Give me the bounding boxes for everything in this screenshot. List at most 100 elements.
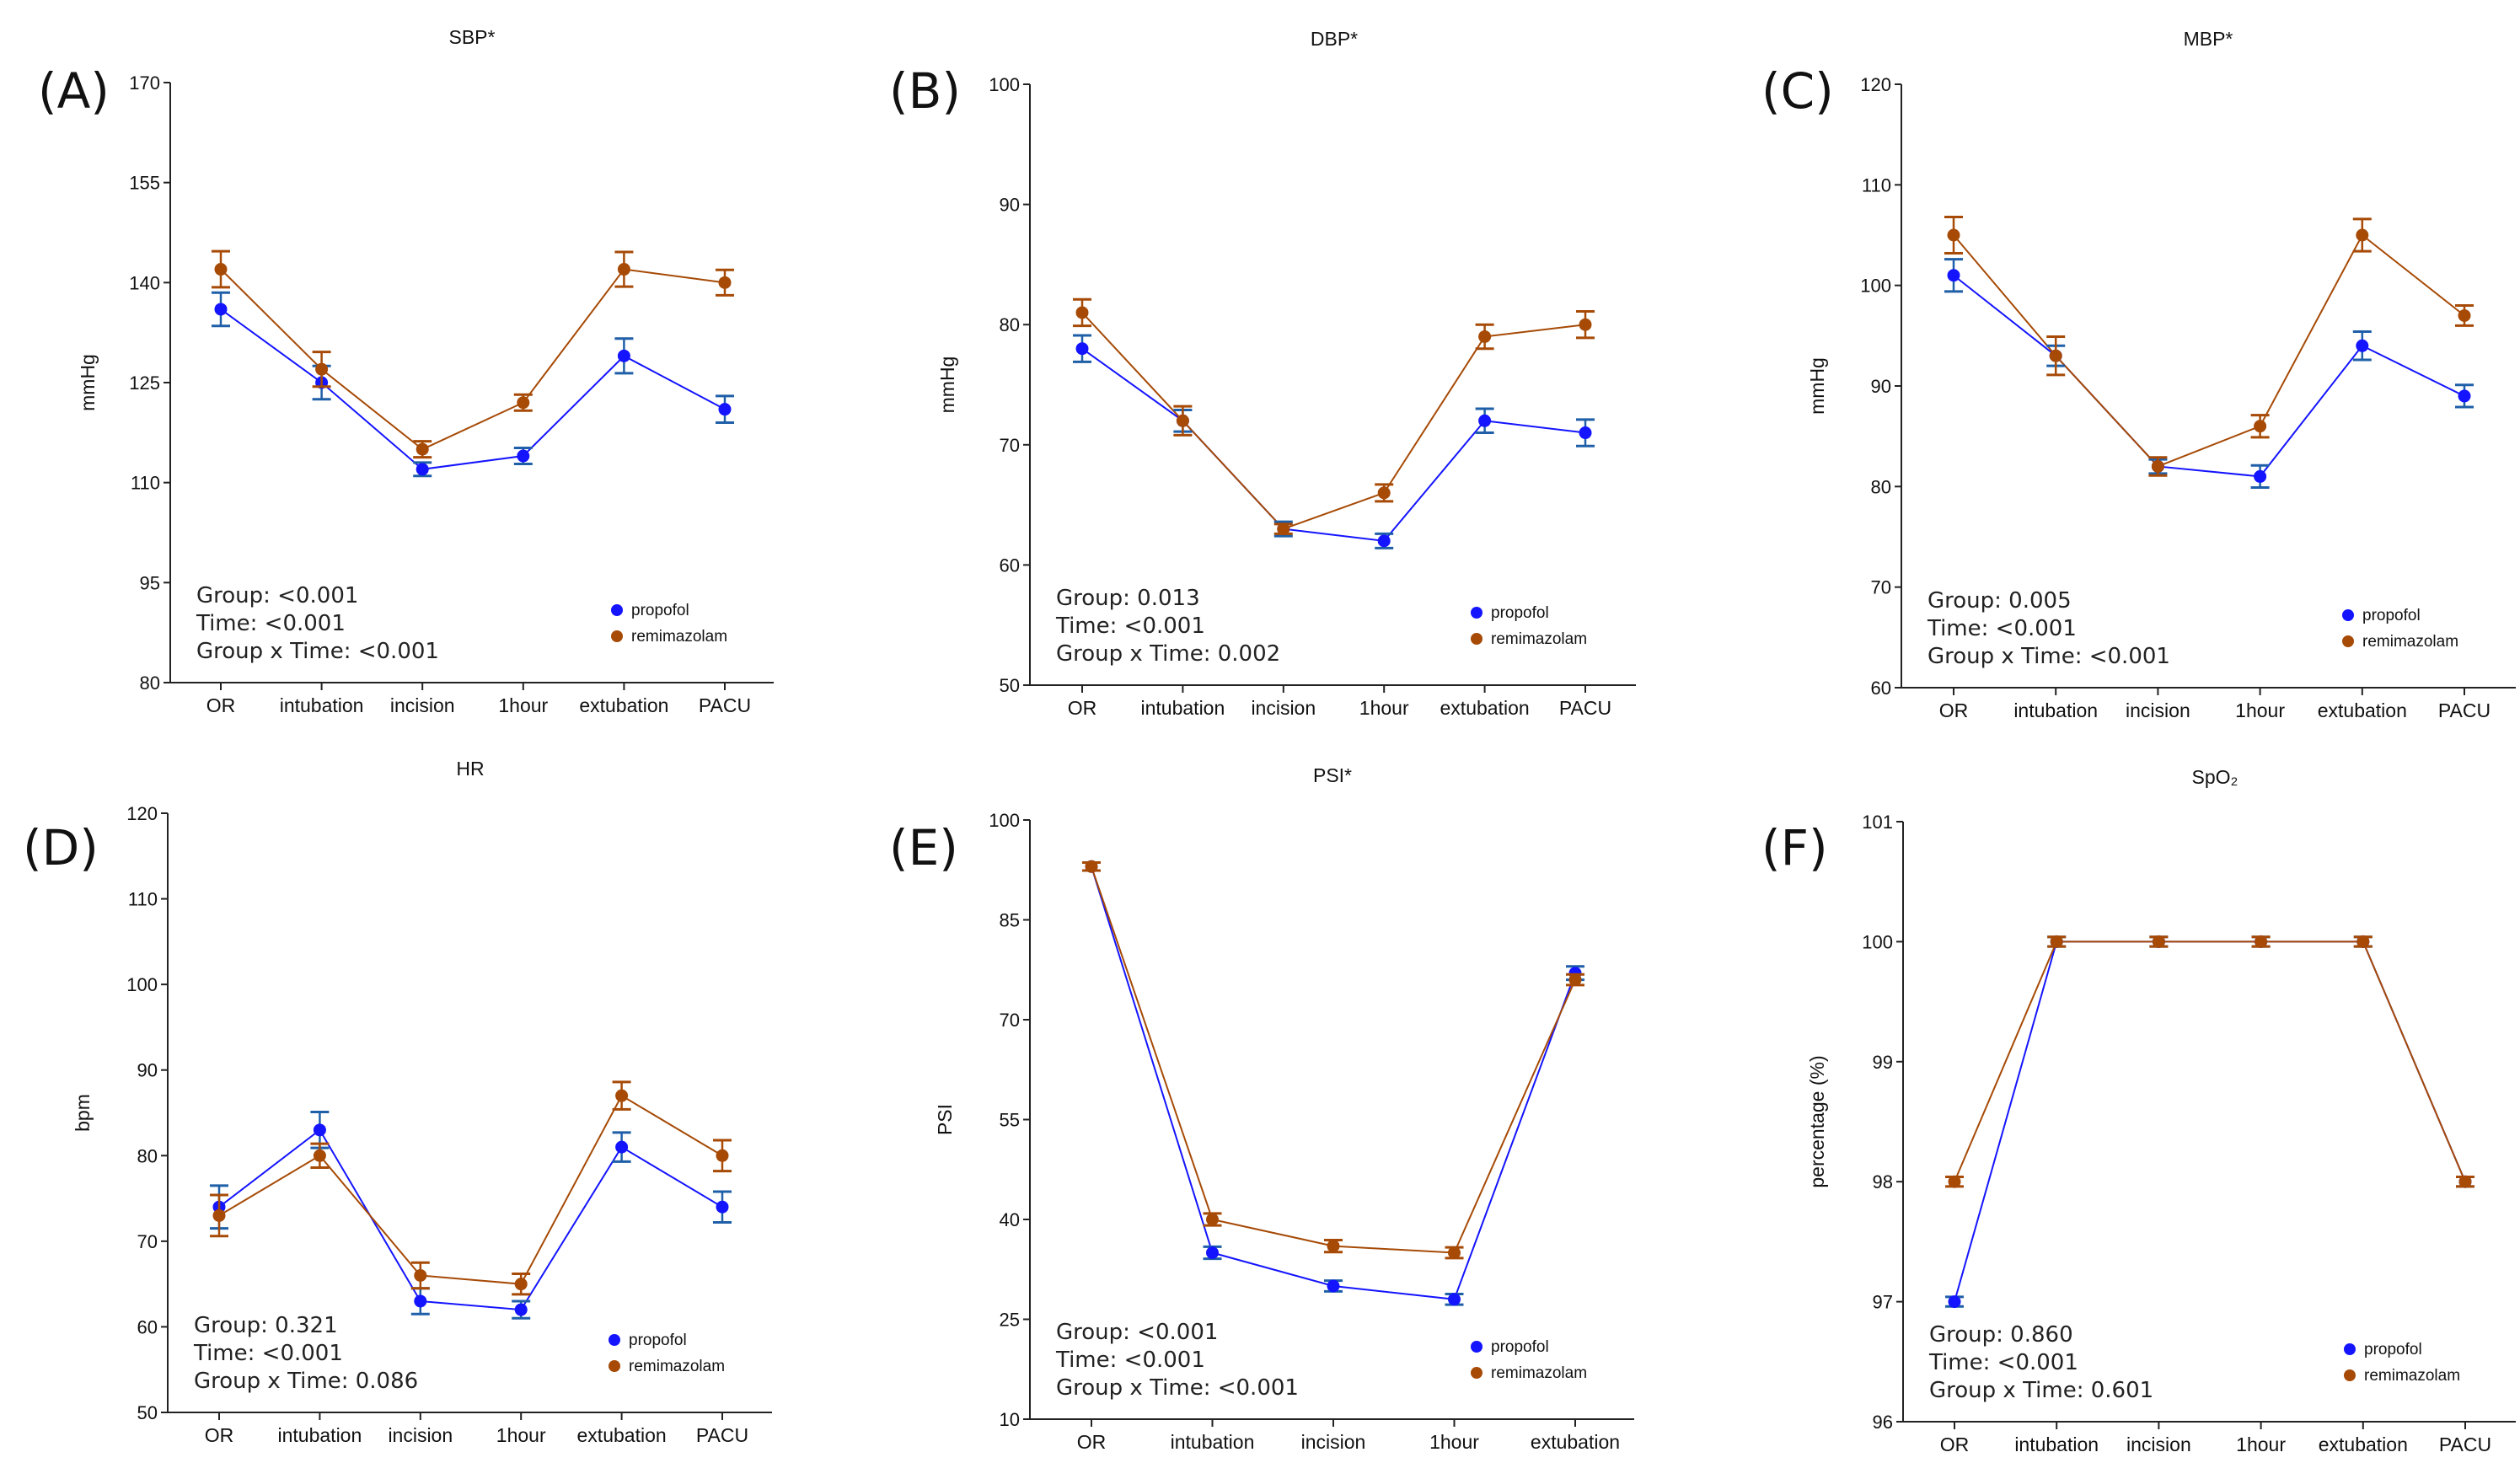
x-tick-label: OR <box>206 694 236 716</box>
stats-line: Group: 0.860 <box>1929 1322 2073 1348</box>
y-tick-label: 120 <box>126 803 158 824</box>
x-tick-label: incision <box>390 694 455 716</box>
y-tick-label: 98 <box>1873 1171 1893 1192</box>
series-line-remimazolam <box>1954 940 2466 1182</box>
x-tick-label: OR <box>1940 1433 1970 1455</box>
y-tick-label: 155 <box>129 173 160 194</box>
y-tick-label: 55 <box>1000 1110 1020 1131</box>
series-line-remimazolam <box>1953 233 2465 468</box>
legend-label-propofol: propofol <box>2364 1341 2422 1358</box>
data-point-remimazolam <box>1327 1240 1340 1253</box>
y-tick-label: 90 <box>1871 376 1891 397</box>
x-tick-label: incision <box>388 1424 453 1446</box>
legend-marker-propofol <box>2342 609 2354 621</box>
y-axis-label: bpm <box>72 1094 94 1132</box>
x-tick-label: 1hour <box>2235 699 2285 721</box>
stats-line: Group: 0.005 <box>1928 588 2072 614</box>
series-line-propofol <box>1091 866 1576 1300</box>
legend-label-propofol: propofol <box>1491 604 1549 622</box>
x-tick-label: intubation <box>2013 699 2098 721</box>
stats-line: Group: <0.001 <box>196 583 358 608</box>
data-point-remimazolam <box>2254 420 2267 433</box>
data-point-remimazolam <box>718 276 732 289</box>
legend-label-remimazolam: remimazolam <box>2364 1367 2460 1385</box>
y-tick-label: 80 <box>1000 314 1020 335</box>
x-tick-label: extubation <box>2318 699 2407 721</box>
legend-marker-propofol <box>1471 1341 1483 1353</box>
legend-label-propofol: propofol <box>629 1332 687 1349</box>
y-tick-label: 100 <box>989 810 1020 831</box>
data-point-remimazolam <box>2356 935 2370 948</box>
y-tick-label: 50 <box>137 1402 158 1423</box>
data-point-propofol <box>1377 534 1391 548</box>
data-point-propofol <box>2458 389 2471 403</box>
panel-label: (C) <box>1761 62 1834 120</box>
panel-label: (D) <box>23 819 99 876</box>
data-point-propofol <box>2254 469 2267 483</box>
panel-label: (B) <box>889 62 961 120</box>
chart-title: MBP* <box>2184 28 2233 50</box>
data-point-remimazolam <box>1377 486 1391 500</box>
x-tick-label: OR <box>1077 1431 1107 1453</box>
data-point-propofol <box>1206 1246 1219 1259</box>
data-point-remimazolam <box>716 1149 729 1162</box>
data-point-remimazolam <box>2049 349 2062 362</box>
stats-line: Time: <0.001 <box>1927 616 2077 641</box>
x-tick-label: PACU <box>696 1424 748 1446</box>
x-tick-label: 1hour <box>1429 1431 1479 1453</box>
x-tick-label: intubation <box>2014 1433 2099 1455</box>
data-point-propofol <box>1075 342 1089 356</box>
data-point-propofol <box>1327 1279 1340 1293</box>
y-tick-label: 25 <box>1000 1310 1020 1331</box>
x-tick-label: extubation <box>577 1424 667 1446</box>
stats-line: Group x Time: 0.601 <box>1929 1378 2153 1403</box>
x-tick-label: PACU <box>2438 699 2491 721</box>
y-tick-label: 110 <box>131 473 160 494</box>
chart-title: SBP* <box>449 26 496 48</box>
legend-label-propofol: propofol <box>631 602 689 619</box>
y-tick-label: 50 <box>1000 675 1020 696</box>
data-point-propofol <box>414 1294 427 1308</box>
y-tick-label: 100 <box>989 74 1020 95</box>
y-axis-label: percentage (%) <box>1806 1055 1828 1187</box>
y-tick-label: 40 <box>1000 1209 1020 1230</box>
y-tick-label: 70 <box>137 1231 158 1252</box>
chart-panel-f: (F) SpO₂ percentage (%) 96 97 98 99 100 101 OR int… <box>1761 766 2516 1455</box>
data-point-remimazolam <box>313 1149 326 1162</box>
legend-marker-remimazolam <box>1471 1367 1483 1379</box>
legend-label-propofol: propofol <box>2362 607 2421 624</box>
y-axis-label: mmHg <box>1806 357 1828 415</box>
data-point-remimazolam <box>212 1208 226 1222</box>
stats-line: Group x Time: <0.001 <box>1928 644 2170 669</box>
legend-marker-propofol <box>1471 607 1483 619</box>
y-tick-label: 140 <box>129 272 160 293</box>
y-tick-label: 70 <box>1000 435 1020 456</box>
x-tick-label: PACU <box>1559 697 1611 719</box>
y-tick-label: 70 <box>1000 1010 1020 1031</box>
data-point-remimazolam <box>2458 308 2471 322</box>
legend-marker-propofol <box>609 1334 620 1346</box>
chart-panel-a: (A) SBP* mmHg 80 95 110 125 140 155 170 OR intubati… <box>38 26 774 716</box>
series-line-propofol <box>218 1128 723 1311</box>
legend-marker-propofol <box>611 604 623 616</box>
stats-line: Time: <0.001 <box>193 1341 343 1366</box>
data-point-remimazolam <box>1176 414 1189 427</box>
data-point-remimazolam <box>414 1268 427 1282</box>
legend-label-remimazolam: remimazolam <box>1491 1364 1587 1382</box>
y-tick-label: 97 <box>1873 1292 1893 1313</box>
x-tick-label: incision <box>2126 699 2190 721</box>
chart-title: HR <box>456 758 484 780</box>
y-tick-label: 120 <box>1860 74 1891 95</box>
stats-line: Group x Time: 0.086 <box>194 1369 418 1394</box>
y-tick-label: 110 <box>128 889 158 910</box>
data-point-remimazolam <box>514 1278 528 1291</box>
x-tick-label: extubation <box>1531 1431 1620 1453</box>
y-tick-label: 125 <box>129 372 160 394</box>
data-point-remimazolam <box>1085 860 1098 873</box>
y-tick-label: 96 <box>1873 1412 1893 1433</box>
x-tick-label: incision <box>1301 1431 1366 1453</box>
panel-label: (A) <box>38 62 110 120</box>
x-tick-label: intubation <box>1141 697 1225 719</box>
y-tick-label: 70 <box>1871 577 1891 598</box>
x-tick-label: extubation <box>579 694 668 716</box>
